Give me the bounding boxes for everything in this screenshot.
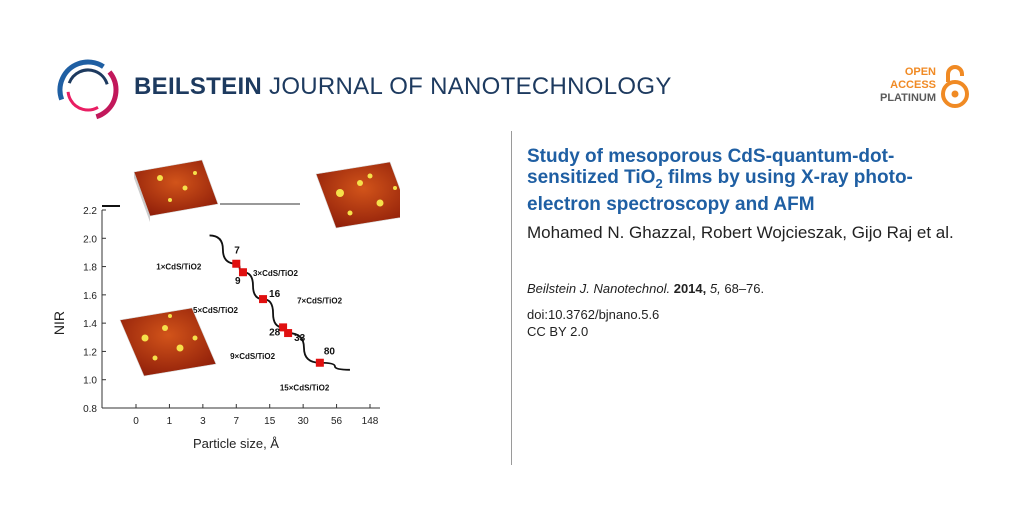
x-tick-label: 30 — [298, 416, 310, 427]
afm-inset-bottom-left — [119, 307, 217, 377]
journal-name-bold: BEILSTEIN — [134, 73, 263, 100]
afm-inset-top-right — [315, 161, 400, 229]
open-access-lock-icon — [941, 65, 969, 108]
afm-inset-top-left — [133, 159, 219, 222]
y-tick-label: 1.2 — [83, 347, 97, 358]
data-point-marker — [238, 268, 247, 277]
x-tick-label: 15 — [264, 416, 276, 427]
citation-year: 2014, — [673, 280, 707, 296]
x-axis-label: Particle size, Å — [193, 436, 279, 451]
data-point-size-label: 28 — [269, 327, 281, 338]
graphical-abstract-chart: 0.8 1.0 1.2 1.4 1.6 1.8 2.0 2.2 0 1 3 7 15 30 56 148 7… — [51, 159, 400, 451]
y-tick-label: 1.8 — [83, 263, 97, 274]
citation-volume: 5, — [709, 280, 721, 296]
citation-pages: 68–76. — [724, 280, 765, 296]
data-point-marker — [232, 259, 241, 268]
license[interactable]: CC BY 2.0 — [527, 323, 589, 339]
article-meta: doi:10.3762/bjnano.5.6 CC BY 2.0 — [527, 306, 967, 340]
article-info: Study of mesoporous CdS-quantum-dot-sens… — [527, 146, 967, 340]
data-point-marker — [259, 295, 268, 304]
journal-abbrev: Beilstein J. Nanotechnol. — [527, 280, 671, 296]
data-point-sample-label: 3×CdS/TiO2 — [253, 269, 299, 278]
x-tick-label: 0 — [133, 416, 139, 427]
data-point-size-label: 16 — [269, 289, 281, 300]
y-tick-label: 0.8 — [83, 404, 97, 415]
y-tick-label: 1.6 — [83, 291, 97, 302]
y-axis-label: NIR — [51, 311, 67, 335]
title-part2: films by using X-ray photo-electron spec… — [527, 167, 913, 215]
data-point-marker — [284, 329, 293, 338]
y-tick-label: 1.4 — [83, 319, 97, 330]
title-part1: Study of mesoporous CdS-quantum-dot-sens… — [527, 146, 895, 188]
data-point-sample-label: 9×CdS/TiO2 — [230, 352, 276, 361]
data-point-sample-label: 15×CdS/TiO2 — [280, 384, 330, 393]
title-subscript: 2 — [655, 175, 663, 191]
data-point-marker — [315, 358, 324, 367]
citation: Beilstein J. Nanotechnol. 2014, 5, 68–76… — [527, 281, 967, 296]
x-tick-label: 7 — [234, 416, 240, 427]
article-authors: Mohamed N. Ghazzal, Robert Wojcieszak, G… — [527, 222, 954, 242]
y-tick-label: 2.2 — [83, 206, 97, 217]
data-point-size-label: 9 — [235, 276, 241, 287]
chart-axes — [101, 203, 380, 409]
data-point-size-label: 7 — [234, 246, 240, 257]
oa-platinum: PLATINUM — [879, 92, 936, 104]
open-access-badge: OPEN ACCESS PLATINUM — [872, 66, 936, 105]
data-point-marker — [279, 323, 288, 332]
x-tick-label: 56 — [331, 416, 343, 427]
doi-link[interactable]: doi:10.3762/bjnano.5.6 — [527, 306, 660, 322]
data-point-sample-label: 7×CdS/TiO2 — [297, 296, 343, 305]
vertical-divider — [511, 131, 512, 465]
x-tick-label: 148 — [362, 416, 379, 427]
y-tick-label: 1.0 — [83, 376, 97, 387]
y-tick-label: 2.0 — [83, 234, 97, 245]
journal-name[interactable]: BEILSTEIN JOURNAL OF NANOTECHNOLOGY — [134, 73, 672, 101]
article-title[interactable]: Study of mesoporous CdS-quantum-dot-sens… — [527, 146, 967, 215]
data-point-sample-label: 1×CdS/TiO2 — [156, 263, 202, 272]
x-tick-label: 3 — [200, 416, 206, 427]
journal-logo-icon — [57, 59, 119, 121]
journal-name-rest: JOURNAL OF NANOTECHNOLOGY — [262, 73, 672, 100]
data-point-sample-label: 5×CdS/TiO2 — [193, 306, 239, 315]
oa-open: OPEN — [904, 66, 936, 78]
data-point-size-label: 33 — [294, 333, 306, 344]
oa-access: ACCESS — [890, 79, 936, 91]
x-tick-label: 1 — [167, 416, 173, 427]
data-point-size-label: 80 — [324, 347, 336, 358]
